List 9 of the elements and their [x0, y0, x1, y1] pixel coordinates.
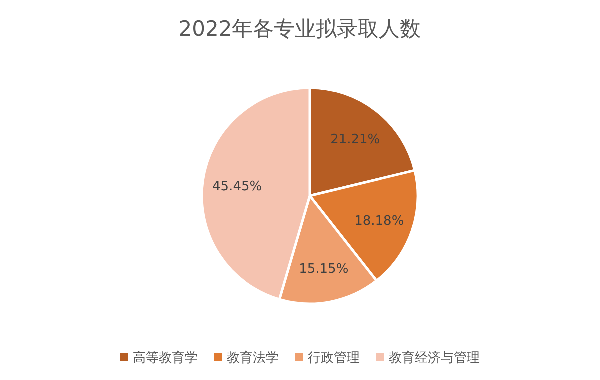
data-label: 18.18%: [354, 214, 404, 230]
legend-label: 行政管理: [308, 351, 360, 366]
data-label: 15.15%: [299, 262, 349, 278]
legend-label: 教育经济与管理: [389, 350, 480, 366]
legend-label: 教育法学: [227, 350, 279, 366]
data-label: 21.21%: [330, 132, 380, 148]
chart-title: 2022年各专业拟录取人数: [178, 17, 422, 41]
data-label: 45.45%: [212, 180, 262, 195]
legend-label: 高等教育学: [133, 350, 198, 366]
